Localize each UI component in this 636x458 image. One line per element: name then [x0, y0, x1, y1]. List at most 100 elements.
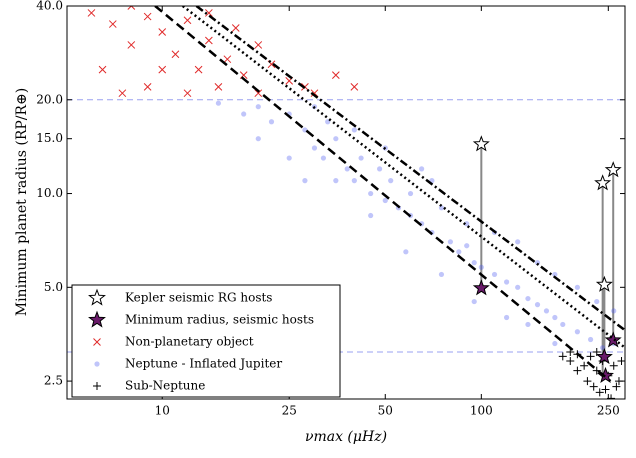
point	[560, 321, 566, 328]
point	[255, 136, 261, 142]
point	[388, 178, 394, 184]
star	[88, 310, 106, 328]
point	[344, 166, 350, 172]
dot	[333, 178, 339, 184]
point	[515, 239, 521, 245]
dot	[255, 136, 261, 142]
point	[515, 284, 521, 290]
dot	[471, 298, 477, 305]
dot	[447, 239, 454, 245]
axes-frame	[66, 5, 626, 400]
cross	[118, 89, 127, 98]
point	[595, 388, 604, 397]
point	[108, 20, 117, 28]
legend: Kepler seismic RG hosts Minimum radius, s…	[71, 284, 341, 398]
point	[586, 352, 595, 361]
star	[472, 135, 490, 152]
point	[447, 239, 454, 245]
dot	[302, 178, 308, 184]
point	[351, 178, 357, 184]
dot	[286, 155, 292, 161]
point	[595, 275, 613, 292]
dot	[600, 345, 606, 351]
plus	[609, 361, 618, 370]
point	[194, 65, 203, 74]
dot	[407, 190, 414, 197]
cross	[158, 65, 167, 74]
plot-area	[67, 6, 625, 399]
y-tick-label: 5.0	[44, 280, 63, 294]
point	[604, 331, 622, 348]
y-tick-label: 40.0	[36, 0, 63, 13]
point	[158, 28, 167, 36]
dot	[438, 271, 445, 278]
legend-label: Kepler seismic RG hosts	[125, 291, 272, 305]
point	[268, 119, 275, 125]
point	[331, 71, 340, 79]
x-tick-label: 10	[155, 404, 170, 418]
point	[382, 197, 388, 204]
point	[310, 89, 319, 98]
point	[600, 345, 606, 351]
point	[127, 41, 136, 49]
point	[491, 271, 498, 278]
legend-box	[71, 284, 341, 398]
dot	[403, 249, 409, 255]
point	[478, 264, 484, 270]
dot	[255, 104, 261, 110]
point	[143, 83, 152, 91]
star	[88, 288, 106, 306]
dot	[94, 361, 100, 367]
point	[587, 336, 594, 343]
plus	[580, 361, 589, 370]
point	[566, 357, 575, 366]
star	[595, 275, 613, 292]
plus	[586, 352, 595, 361]
cross	[254, 89, 263, 98]
dot	[377, 166, 383, 172]
point	[438, 205, 445, 211]
cross	[205, 36, 213, 45]
point	[302, 178, 308, 184]
point	[231, 24, 240, 32]
point	[368, 212, 374, 219]
point	[601, 385, 610, 394]
point	[118, 89, 127, 98]
model-line	[182, 6, 625, 349]
point	[552, 340, 558, 347]
cross	[183, 16, 192, 25]
point	[214, 83, 223, 91]
point	[183, 89, 192, 98]
point	[552, 314, 558, 321]
plus	[595, 388, 604, 397]
point	[612, 382, 621, 391]
plus	[617, 357, 625, 366]
point	[333, 178, 339, 184]
dot	[311, 145, 318, 151]
point	[471, 260, 477, 266]
dot	[515, 239, 521, 245]
dot	[491, 271, 498, 278]
point	[552, 271, 558, 278]
dot	[560, 321, 566, 328]
point	[464, 221, 470, 227]
x-tick-label: 25	[282, 404, 297, 418]
point	[503, 314, 510, 321]
dot	[525, 321, 531, 328]
point	[205, 36, 213, 45]
point	[617, 357, 625, 366]
point	[223, 55, 232, 64]
dot	[552, 271, 558, 278]
legend-label: Minimum radius, seismic hosts	[125, 313, 314, 327]
dot	[382, 197, 388, 204]
plus	[601, 385, 610, 394]
dot	[241, 111, 247, 117]
cross	[231, 24, 240, 32]
dot	[344, 166, 350, 172]
point	[583, 377, 592, 386]
point	[419, 166, 425, 172]
cross	[98, 65, 107, 74]
point	[241, 111, 247, 117]
point	[377, 166, 383, 172]
point	[255, 104, 261, 110]
